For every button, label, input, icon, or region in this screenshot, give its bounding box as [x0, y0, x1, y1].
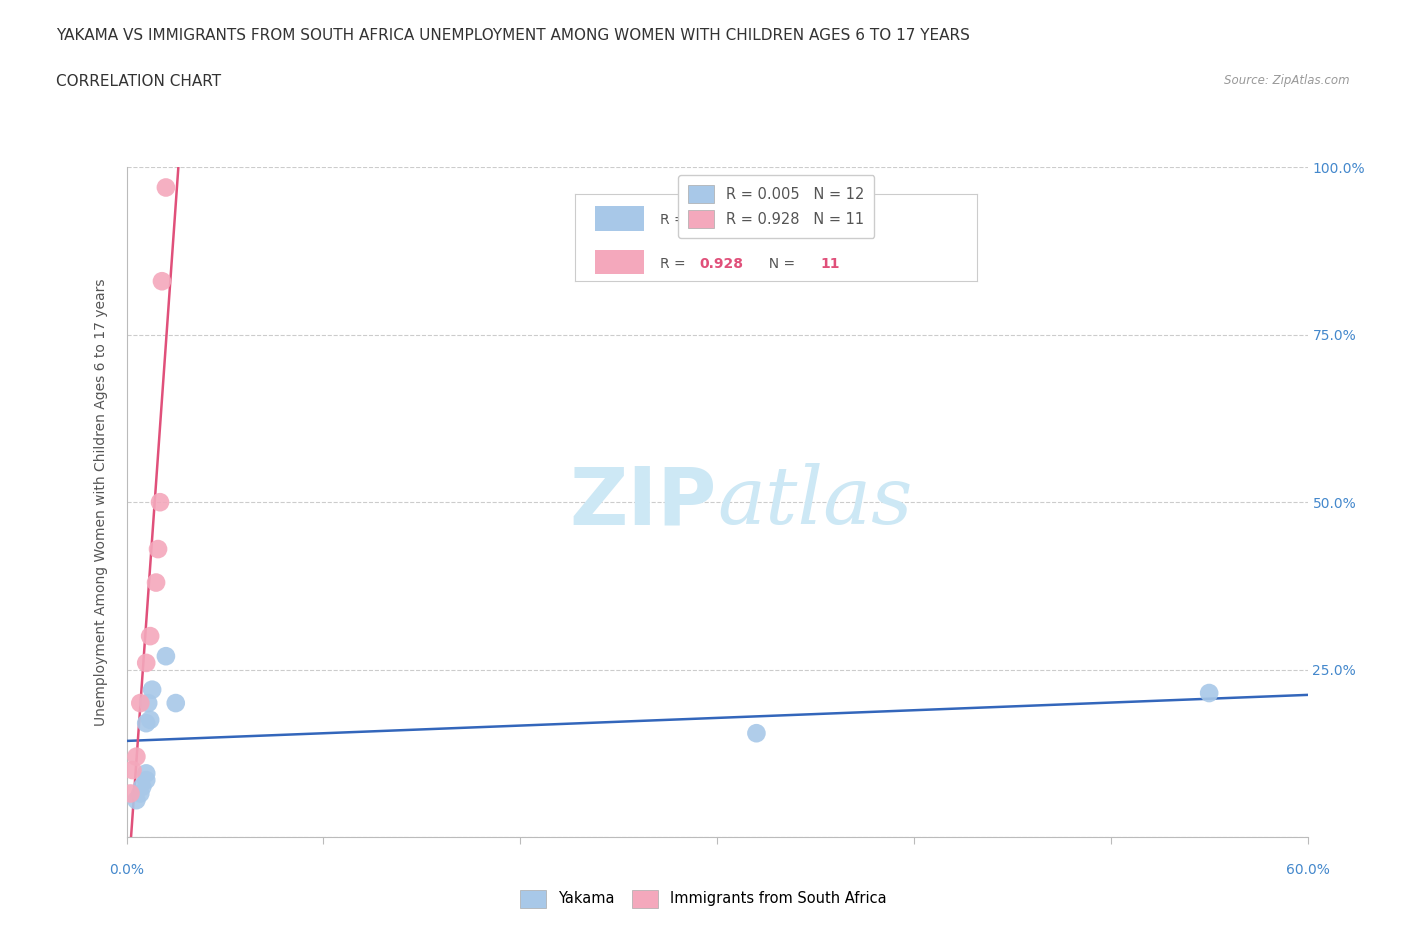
Point	[125, 792, 148, 807]
Point	[745, 725, 768, 740]
Text: Source: ZipAtlas.com: Source: ZipAtlas.com	[1225, 74, 1350, 87]
Point	[131, 779, 153, 794]
Point	[150, 273, 173, 288]
Text: 0.0%: 0.0%	[110, 862, 143, 877]
Point	[125, 750, 148, 764]
Point	[1198, 685, 1220, 700]
Point	[155, 649, 177, 664]
Text: YAKAMA VS IMMIGRANTS FROM SOUTH AFRICA UNEMPLOYMENT AMONG WOMEN WITH CHILDREN AG: YAKAMA VS IMMIGRANTS FROM SOUTH AFRICA U…	[56, 28, 970, 43]
Point	[135, 716, 157, 731]
Point	[135, 656, 157, 671]
Legend: R = 0.005   N = 12, R = 0.928   N = 11: R = 0.005 N = 12, R = 0.928 N = 11	[678, 175, 875, 238]
Point	[136, 696, 159, 711]
Point	[146, 541, 169, 556]
Point	[139, 712, 162, 727]
Point	[129, 786, 152, 801]
Point	[121, 763, 143, 777]
Point	[149, 495, 172, 510]
Text: CORRELATION CHART: CORRELATION CHART	[56, 74, 221, 89]
Legend: Yakama, Immigrants from South Africa: Yakama, Immigrants from South Africa	[515, 884, 891, 913]
Point	[145, 575, 167, 590]
Point	[120, 786, 142, 801]
Point	[139, 629, 162, 644]
Point	[135, 766, 157, 781]
Text: atlas: atlas	[717, 463, 912, 541]
Point	[129, 696, 152, 711]
Text: ZIP: ZIP	[569, 463, 717, 541]
Text: 60.0%: 60.0%	[1285, 862, 1330, 877]
Point	[165, 696, 187, 711]
Y-axis label: Unemployment Among Women with Children Ages 6 to 17 years: Unemployment Among Women with Children A…	[94, 278, 108, 726]
Point	[135, 773, 157, 788]
Point	[141, 683, 163, 698]
Point	[155, 180, 177, 195]
